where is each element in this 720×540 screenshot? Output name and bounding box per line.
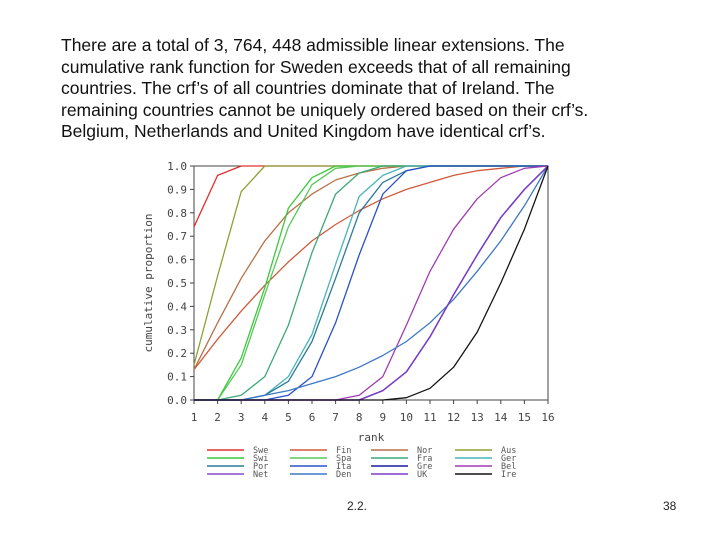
series-line-ita [194, 165, 548, 401]
x-tick-label: 5 [285, 411, 292, 424]
legend-label-ire: Ire [501, 470, 516, 480]
x-tick-label: 4 [261, 411, 268, 424]
legend-label-bel: Bel [501, 462, 516, 472]
text-line: cumulative rank function for Sweden exce… [61, 56, 571, 77]
x-axis-label: rank [358, 431, 385, 444]
x-tick-label: 15 [518, 411, 531, 424]
legend-label-uk: UK [417, 470, 428, 480]
y-tick-label: 1.0 [167, 160, 187, 173]
x-tick-label: 16 [541, 411, 554, 424]
legend-label-por: Por [253, 462, 268, 472]
plot-frame [193, 165, 549, 401]
footer-section-number: 2.2. [347, 499, 368, 513]
x-tick-label: 6 [309, 411, 316, 424]
y-tick-label: 0.1 [167, 371, 187, 384]
x-tick-label: 11 [423, 411, 436, 424]
series-line-gre [194, 165, 549, 401]
series-line-aus [193, 165, 548, 366]
legend-label-swe: Swe [253, 446, 268, 456]
y-tick-label: 0.2 [167, 347, 187, 360]
legend-label-aus: Aus [501, 446, 516, 456]
y-tick-label: 0.8 [167, 207, 187, 220]
series-line-fin [193, 165, 548, 370]
series-line-den [194, 165, 549, 401]
x-tick-label: 8 [356, 411, 363, 424]
text-line: countries. The crf’s of all countries do… [61, 78, 555, 98]
legend-label-fin: Fin [336, 446, 351, 456]
series-line-ire [194, 165, 549, 401]
y-tick-label: 0.6 [167, 254, 187, 267]
legend-label-net: Net [253, 470, 268, 480]
x-tick-label: 14 [494, 411, 508, 424]
x-tick-label: 12 [447, 411, 460, 424]
y-tick-label: 0.5 [167, 277, 187, 290]
series-line-swe [193, 165, 548, 228]
x-tick-label: 3 [238, 411, 245, 424]
legend-label-gre: Gre [417, 462, 432, 472]
series-line-por [194, 165, 548, 401]
series-line-ger [194, 165, 548, 401]
series-line-swi [194, 165, 548, 401]
slide-body-text: There are a total of 3, 764, 448 admissi… [61, 35, 681, 143]
legend-label-ita: Ita [336, 462, 351, 472]
x-tick-label: 10 [400, 411, 413, 424]
y-tick-label: 0.7 [167, 230, 187, 243]
x-tick-label: 13 [471, 411, 484, 424]
legend-label-den: Den [336, 470, 351, 480]
y-tick-label: 0.3 [167, 324, 187, 337]
text-line: remaining countries cannot be uniquely o… [61, 99, 589, 120]
series-line-bel [194, 165, 549, 401]
x-tick-label: 9 [379, 411, 386, 424]
series-line-net [194, 165, 549, 401]
x-tick-label: 1 [191, 411, 198, 424]
series-line-fra [194, 165, 548, 401]
legend-label-fra: Fra [417, 454, 432, 464]
y-tick-label: 0.9 [167, 183, 187, 196]
legend-label-swi: Swi [253, 454, 268, 464]
text-line: There are a total of 3, 764, 448 admissi… [61, 35, 565, 55]
series-line-uk [194, 165, 549, 401]
y-axis-label: cumulative proportion [142, 213, 155, 352]
x-tick-label: 2 [214, 411, 221, 424]
legend-label-spa: Spa [336, 454, 351, 464]
x-tick-label: 7 [332, 411, 339, 424]
legend-label-ger: Ger [501, 454, 516, 464]
footer-page-number: 38 [663, 499, 677, 513]
y-tick-label: 0.0 [167, 394, 187, 407]
y-tick-label: 0.4 [167, 300, 187, 313]
series-line-spa [194, 165, 548, 401]
text-line: Belgium, Netherlands and United Kingdom … [61, 121, 546, 141]
legend-label-nor: Nor [417, 446, 432, 456]
